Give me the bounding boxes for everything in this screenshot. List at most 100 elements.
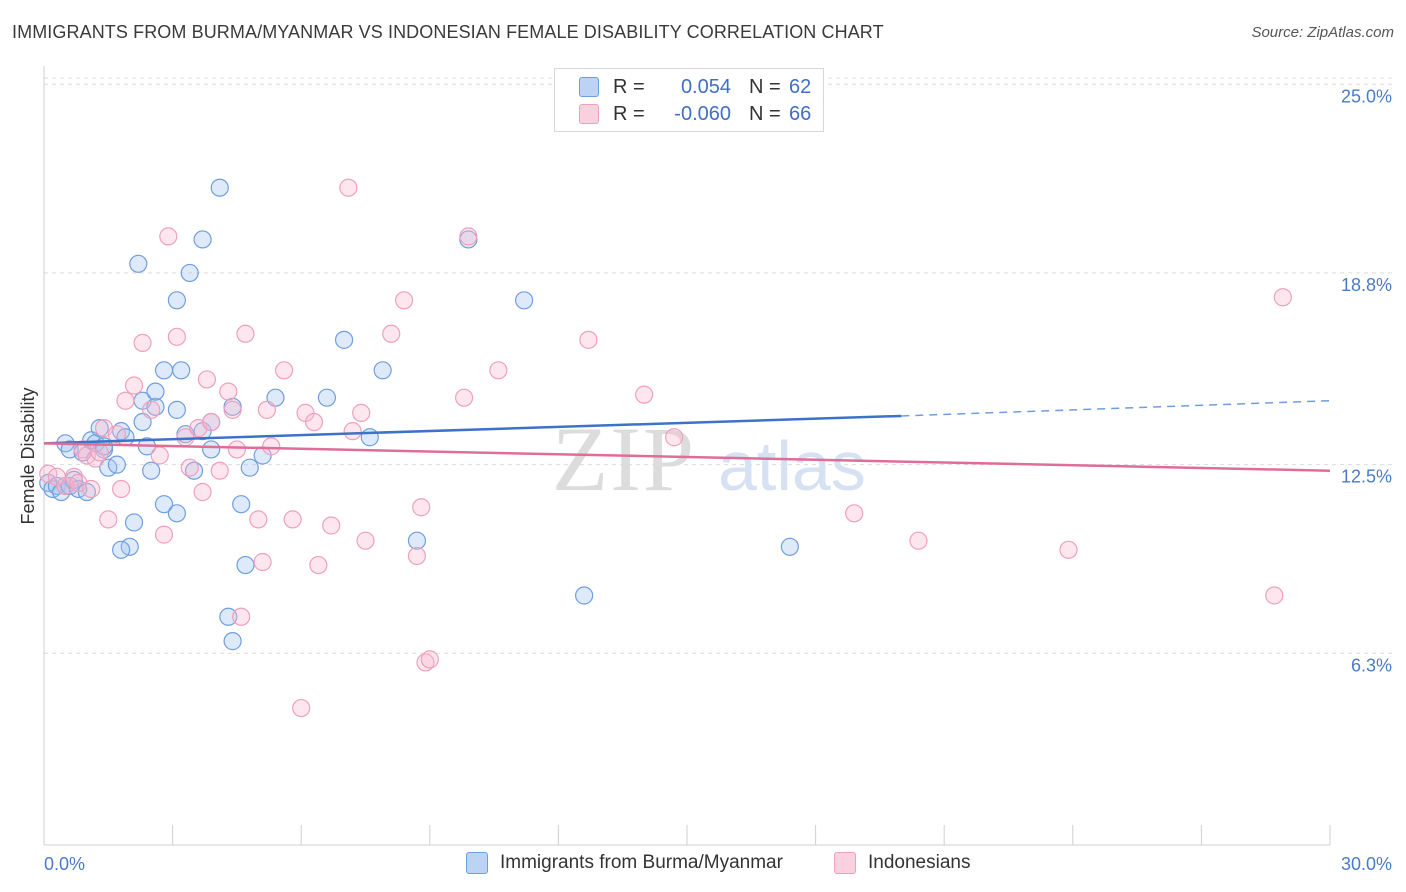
point-indonesians <box>352 403 371 422</box>
point-indonesians <box>236 324 255 343</box>
legend-swatch-indonesians <box>579 104 599 124</box>
point-indonesians <box>116 391 135 410</box>
legend-r-label: R = <box>613 75 645 98</box>
point-indonesians <box>82 479 101 499</box>
trend-lines <box>43 399 1331 472</box>
legend-label-burma: Immigrants from Burma/Myanmar <box>500 852 783 873</box>
point-burma <box>373 361 392 380</box>
point-indonesians <box>356 531 375 550</box>
point-indonesians <box>309 555 328 575</box>
point-indonesians <box>412 498 431 517</box>
point-burma <box>223 632 242 651</box>
point-burma <box>180 263 199 283</box>
point-burma <box>193 230 212 249</box>
point-indonesians <box>845 504 864 523</box>
point-burma <box>780 537 799 556</box>
point-indonesians <box>154 525 174 544</box>
point-indonesians <box>257 400 277 419</box>
legend-r-label: R = <box>613 102 645 125</box>
legend-item-burma: Immigrants from Burma/Myanmar <box>466 852 783 874</box>
point-burma <box>129 254 148 273</box>
point-indonesians <box>1265 586 1284 605</box>
point-indonesians <box>339 178 358 197</box>
point-burma <box>124 513 144 532</box>
legend-swatch-burma <box>579 77 599 97</box>
point-indonesians <box>219 382 238 401</box>
point-indonesians <box>382 324 401 343</box>
legend-r-value: 0.054 <box>680 75 731 98</box>
legend-n-label: N = <box>749 75 781 98</box>
trend-line-burma <box>43 414 902 445</box>
point-indonesians <box>142 400 161 419</box>
point-burma <box>210 178 229 197</box>
point-indonesians <box>489 361 508 380</box>
point-burma <box>515 291 534 310</box>
point-burma <box>240 458 259 477</box>
legend-swatch-indonesians <box>834 852 856 874</box>
point-burma <box>154 361 174 380</box>
legend-item-indonesians: Indonesians <box>834 852 970 874</box>
point-indonesians <box>112 479 131 499</box>
point-indonesians <box>579 330 598 349</box>
point-indonesians <box>107 425 126 444</box>
point-burma <box>334 330 354 349</box>
point-burma <box>154 495 174 514</box>
point-indonesians <box>292 698 311 718</box>
watermark: ZIP atlas <box>552 408 866 510</box>
x-tick-label: 0.0% <box>44 854 85 874</box>
point-indonesians <box>253 552 272 572</box>
point-burma <box>236 555 255 575</box>
y-axis-title: Female Disability <box>18 387 38 524</box>
legend-r-value: -0.060 <box>674 102 731 125</box>
point-burma <box>167 291 186 310</box>
y-tick-label: 12.5% <box>1341 467 1392 487</box>
point-burma <box>172 361 191 380</box>
legend-label-indonesians: Indonesians <box>868 852 971 873</box>
point-burma <box>232 495 251 514</box>
point-burma <box>317 388 337 407</box>
point-indonesians <box>322 516 341 535</box>
watermark-atlas: atlas <box>718 427 866 505</box>
point-indonesians <box>454 388 474 407</box>
point-indonesians <box>283 510 302 529</box>
point-indonesians <box>407 546 427 566</box>
data-points <box>39 178 1292 718</box>
point-indonesians <box>665 428 684 447</box>
trend-line-indonesians <box>43 442 1331 472</box>
point-indonesians <box>124 376 144 395</box>
legend-n-label: N = <box>749 102 781 125</box>
point-indonesians <box>274 361 294 380</box>
point-indonesians <box>1059 540 1078 559</box>
point-indonesians <box>159 227 178 246</box>
point-indonesians <box>420 650 439 669</box>
y-tick-label: 18.8% <box>1341 275 1392 295</box>
point-indonesians <box>90 443 109 462</box>
point-indonesians <box>210 461 229 480</box>
point-burma <box>142 461 161 480</box>
point-indonesians <box>180 458 199 477</box>
point-burma <box>107 455 126 474</box>
series-legend: Immigrants from Burma/Myanmar Indonesian… <box>0 852 1406 876</box>
point-indonesians <box>150 446 169 465</box>
legend-swatch-burma <box>466 852 488 874</box>
point-indonesians <box>223 400 242 419</box>
source-label: Source: ZipAtlas.com <box>1251 24 1394 41</box>
point-indonesians <box>909 531 928 550</box>
point-indonesians <box>394 291 414 310</box>
point-indonesians <box>133 333 152 353</box>
x-tick-labels: 0.0% 30.0% <box>44 854 1392 874</box>
point-burma <box>167 504 186 523</box>
point-indonesians <box>249 510 268 529</box>
point-indonesians <box>197 370 216 389</box>
legend-row-indonesians: R = -0.060 N = 66 <box>579 102 811 126</box>
y-tick-labels: 6.3% 12.5% 18.8% 25.0% <box>1341 86 1392 675</box>
point-burma <box>167 400 186 419</box>
point-indonesians <box>99 510 118 529</box>
point-burma <box>219 607 238 626</box>
point-indonesians <box>343 422 362 441</box>
point-indonesians <box>232 607 251 626</box>
point-burma <box>360 428 379 447</box>
point-burma <box>407 531 427 550</box>
point-indonesians <box>202 412 221 432</box>
